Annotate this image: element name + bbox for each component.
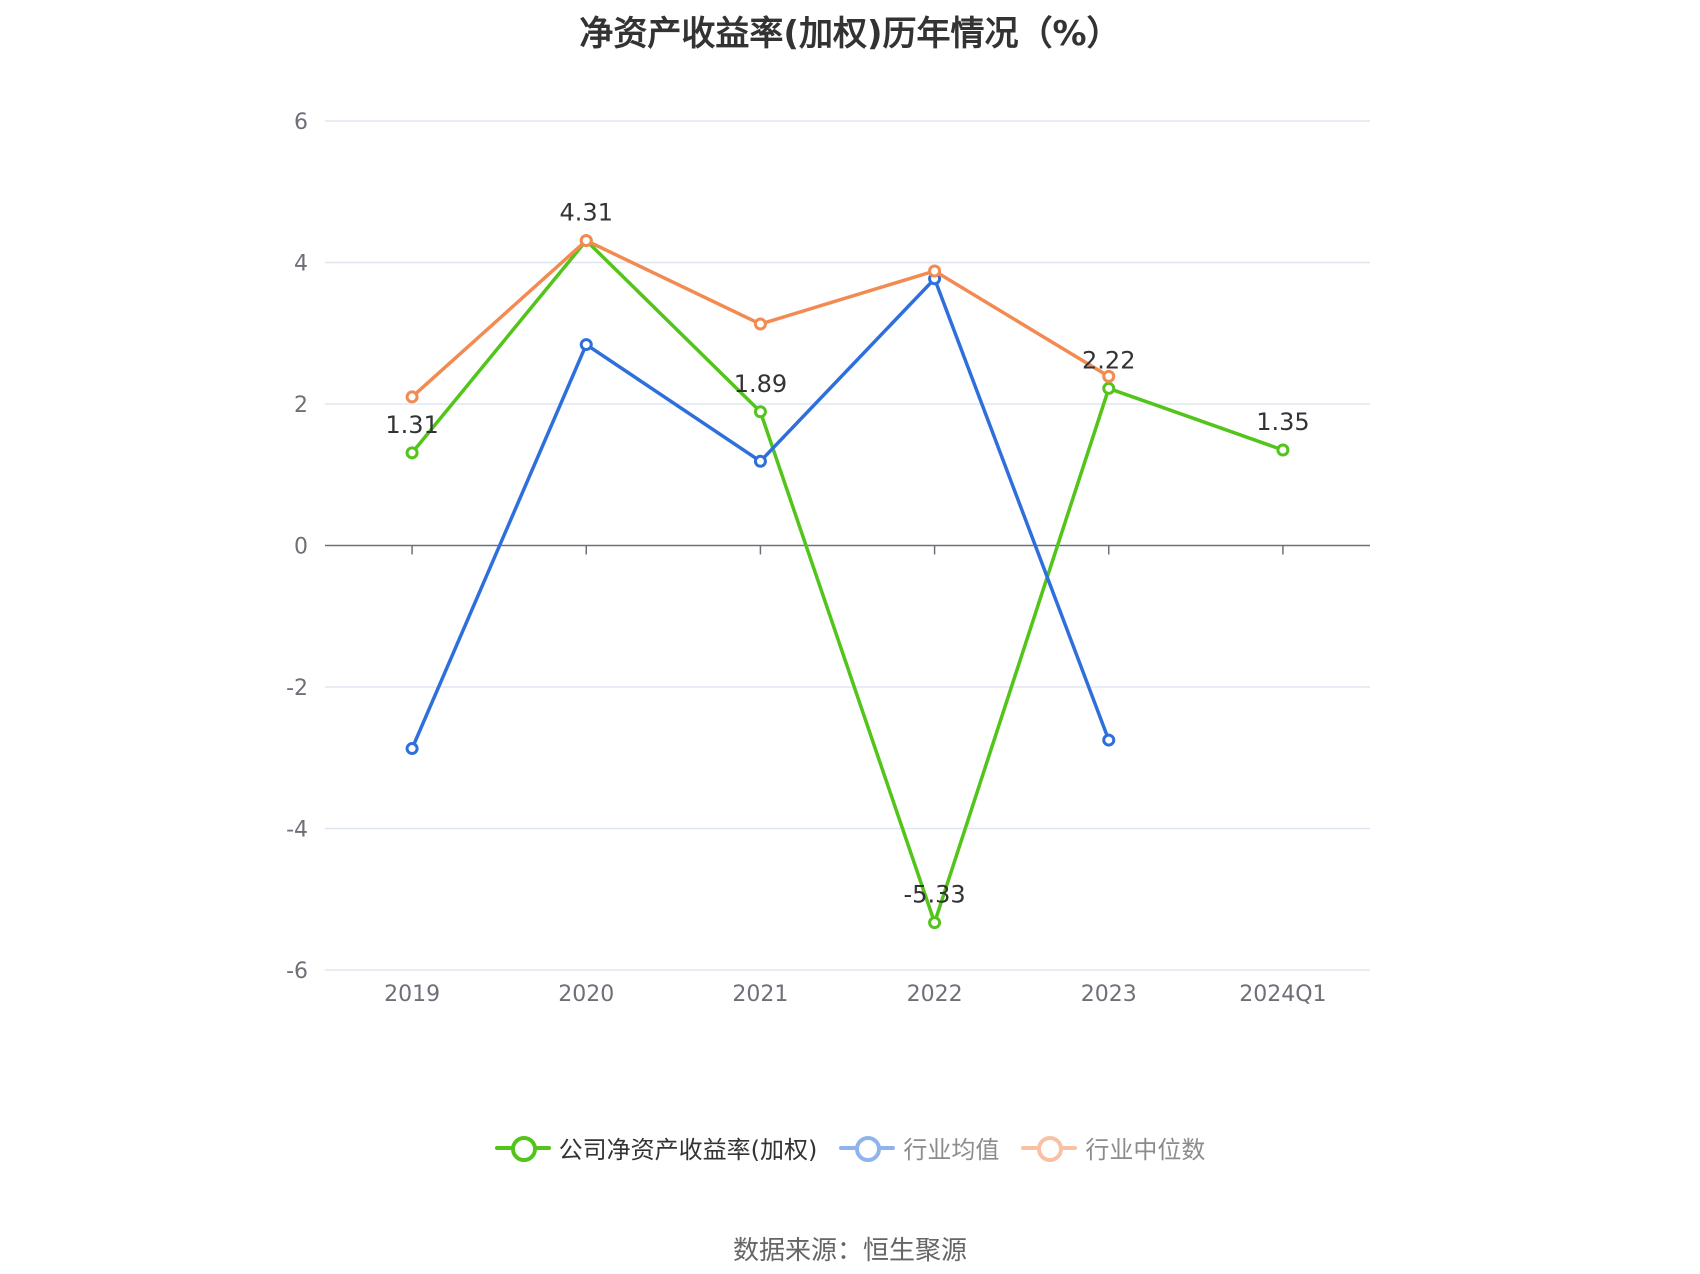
series-lines — [405, 234, 1290, 930]
y-tick-labels: 6 4 2 0 -2 -4 -6 — [286, 110, 308, 984]
y-tick-label: 6 — [294, 110, 308, 135]
series-2 — [405, 234, 1116, 404]
x-tick-label: 2019 — [384, 982, 440, 1007]
data-point — [579, 338, 593, 352]
y-tick-label: 4 — [294, 252, 308, 277]
data-point — [1102, 381, 1116, 395]
data-point — [753, 405, 767, 419]
data-point — [405, 742, 419, 756]
data-point — [1102, 369, 1116, 383]
legend: 公司净资产收益率(加权) 行业均值 行业中位数 — [0, 1130, 1700, 1165]
data-point — [579, 234, 593, 248]
x-axis — [325, 544, 1370, 555]
legend-item-company[interactable]: 公司净资产收益率(加权) — [494, 1130, 818, 1165]
data-label: 2.22 — [1082, 346, 1135, 374]
legend-item-industry-average[interactable]: 行业均值 — [839, 1130, 999, 1165]
y-tick-label: -2 — [286, 676, 308, 701]
legend-item-industry-median[interactable]: 行业中位数 — [1021, 1130, 1205, 1165]
series-0 — [405, 234, 1290, 930]
chart-title: 净资产收益率(加权)历年情况（%） — [579, 14, 1121, 54]
data-point — [1102, 733, 1116, 747]
data-point — [1276, 443, 1290, 457]
data-label: -5.33 — [904, 881, 966, 909]
x-tick-label: 2020 — [558, 982, 614, 1007]
data-label: 1.31 — [385, 411, 438, 439]
y-tick-label: -6 — [286, 959, 308, 984]
data-label: 1.89 — [734, 370, 787, 398]
data-point — [753, 454, 767, 468]
y-tick-label: 2 — [294, 393, 308, 418]
legend-label: 公司净资产收益率(加权) — [558, 1136, 818, 1164]
data-point — [753, 317, 767, 331]
x-tick-label: 2022 — [907, 982, 963, 1007]
series-line — [410, 277, 1111, 750]
legend-line-icon — [494, 1134, 551, 1162]
x-tick-label: 2024Q1 — [1239, 982, 1326, 1007]
data-point — [405, 390, 419, 404]
data-point — [405, 446, 419, 460]
y-tick-label: 0 — [294, 535, 308, 560]
legend-label: 行业均值 — [903, 1136, 1000, 1164]
data-point — [928, 264, 942, 278]
series-1 — [405, 272, 1116, 756]
legend-label: 行业中位数 — [1085, 1136, 1206, 1164]
data-label: 4.31 — [560, 199, 613, 227]
x-tick-label: 2021 — [732, 982, 788, 1007]
x-tick-labels: 2019 2020 2021 2022 2023 2024Q1 — [384, 982, 1326, 1007]
series-line — [410, 238, 1284, 925]
data-label: 1.35 — [1256, 408, 1309, 436]
data-labels: 1.31 4.31 1.89 -5.33 2.22 1.35 — [385, 199, 1309, 909]
y-tick-label: -4 — [286, 818, 308, 843]
data-point — [928, 916, 942, 930]
legend-line-icon — [1021, 1134, 1078, 1162]
legend-line-icon — [839, 1134, 896, 1162]
data-source-note: 数据来源：恒生聚源 — [732, 1236, 967, 1266]
x-tick-label: 2023 — [1081, 982, 1137, 1007]
grid-lines — [325, 120, 1370, 971]
